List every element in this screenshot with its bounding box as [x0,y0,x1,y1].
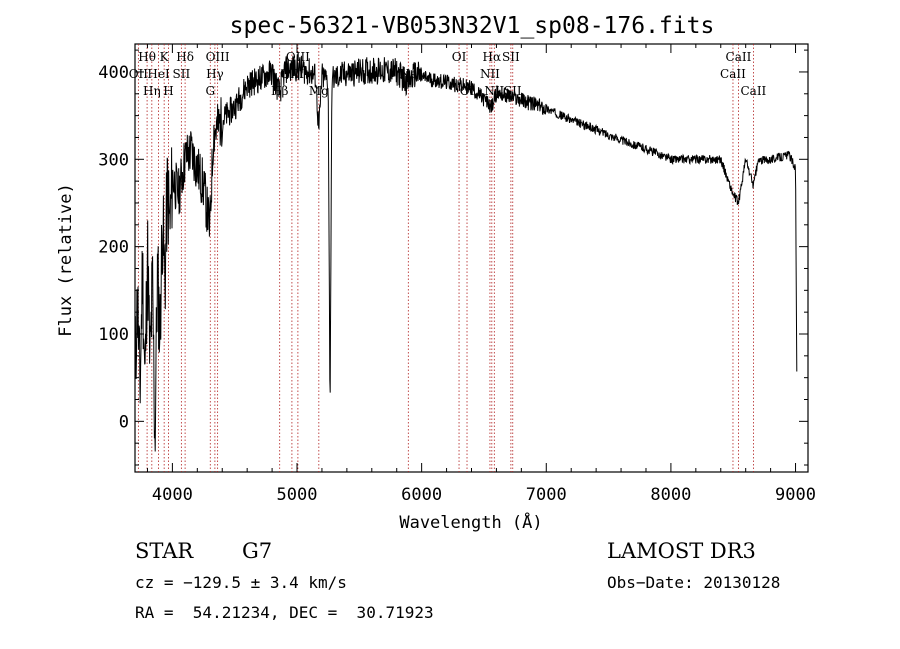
x-tick-label-4: 8000 [650,485,691,505]
x-tick-label-0: 4000 [152,485,193,505]
line-marker-label-14: Mg [309,84,329,98]
line-marker-label-0: Hθ [138,50,156,64]
x-axis-label: Wavelength (Å) [399,511,542,533]
y-axis-label: Flux (relative) [56,183,76,337]
object-class: STAR [135,539,194,563]
line-marker-label-9: Hγ [206,67,224,81]
subclass: G7 [242,539,273,563]
x-tick-label-5: 9000 [775,485,816,505]
line-marker-label-10: G [205,84,215,98]
line-marker-label-18: Hα [483,50,502,64]
line-marker-label-7: Hδ [176,50,194,64]
line-marker-label-8: OIII [206,50,230,64]
line-marker-label-20: NII [480,67,500,81]
x-axis: 4000 5000 6000 7000 8000 9000 [146,44,816,505]
y-tick-label-2: 200 [98,238,129,258]
obs-date: Obs−Date: 20130128 [607,573,781,592]
y-tick-label-3: 300 [98,150,129,170]
line-marker-label-25: CaII [740,84,766,98]
y-tick-label-1: 100 [98,325,129,345]
line-marker-label-2: HeI [147,67,170,81]
line-marker-label-4: K [160,50,170,64]
chart-title: spec-56321-VB053N32V1_sp08-176.fits [230,13,715,39]
spectrum-line [134,54,798,452]
x-tick-label-1: 5000 [277,485,318,505]
y-tick-label-4: 400 [98,63,129,83]
y-tick-label-0: 0 [119,412,129,432]
survey-name: LAMOST DR3 [607,539,756,563]
x-tick-label-2: 6000 [401,485,442,505]
line-marker-label-16: OI [452,50,467,64]
y-axis: 0 100 200 300 400 [98,49,808,466]
line-marker-label-11: OIII [286,50,310,64]
line-marker-label-5: H [163,84,173,98]
redshift-readout: cz = −129.5 ± 3.4 km/s [135,573,347,592]
line-marker-label-6: SII [173,67,191,81]
line-marker-label-23: CaII [726,50,752,64]
x-tick-label-3: 7000 [526,485,567,505]
coordinates: RA = 54.21234, DEC = 30.71923 [135,603,434,622]
line-marker-label-1: OII [129,67,149,81]
line-marker-label-3: Hη [143,84,161,98]
line-marker-label-19: SII [502,50,520,64]
line-marker-label-24: CaII [720,67,746,81]
